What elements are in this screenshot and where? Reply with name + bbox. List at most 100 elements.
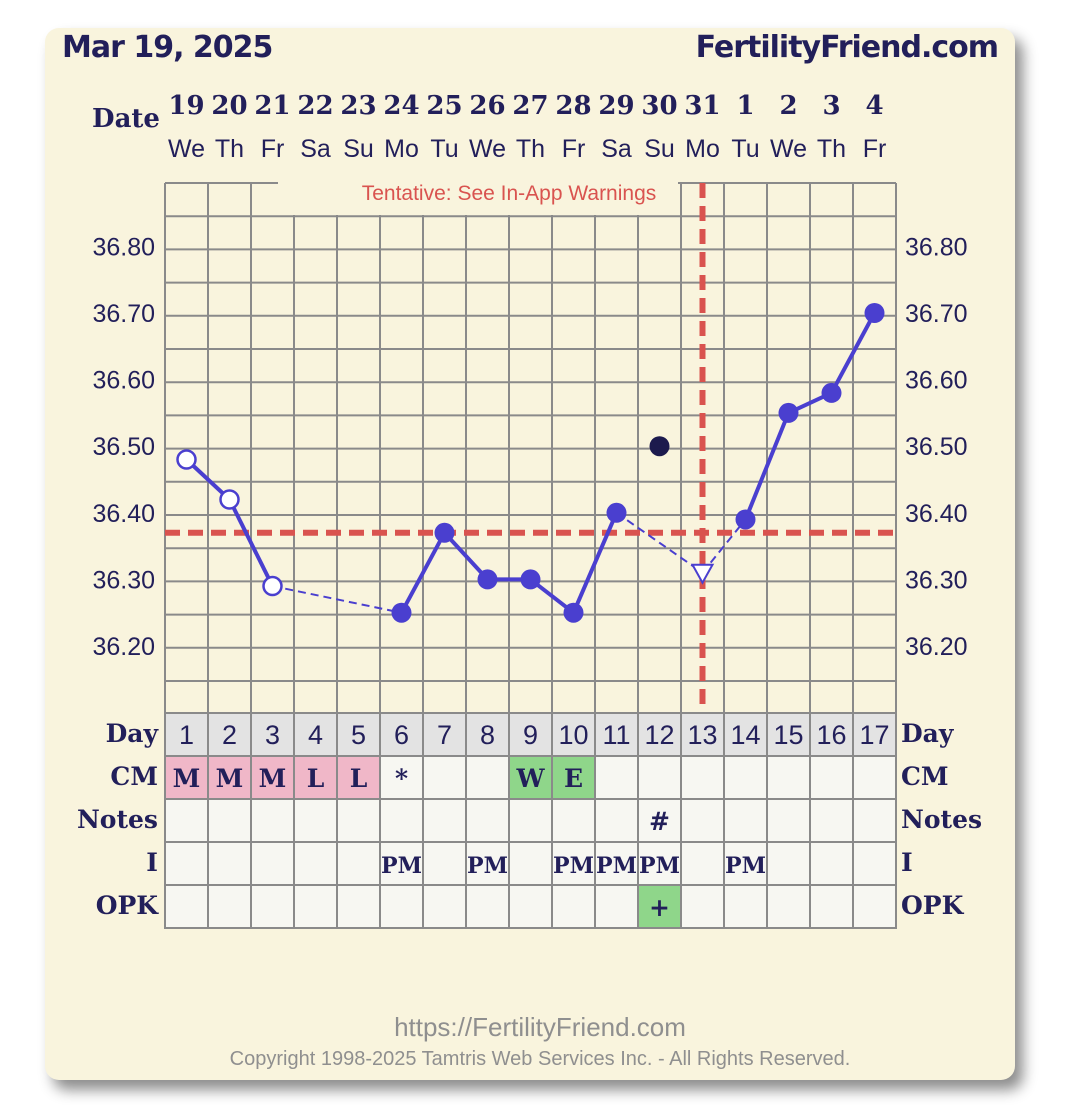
intercourse-cell <box>766 841 811 886</box>
cm-cell <box>809 755 854 800</box>
temp-point <box>778 402 799 423</box>
opk-cell <box>422 884 467 929</box>
date-label: 30 <box>641 91 677 121</box>
intercourse-cell <box>293 841 338 886</box>
day-value: 15 <box>773 720 803 750</box>
opk-cell <box>465 884 510 929</box>
cm-value: M <box>259 764 287 793</box>
footer-copyright: Copyright 1998-2025 Tamtris Web Services… <box>229 1048 851 1070</box>
temp-link <box>829 312 877 394</box>
date-label: 3 <box>822 91 840 121</box>
cm-cell <box>766 755 811 800</box>
weekday-label: Fr <box>562 135 586 163</box>
cm-cell <box>637 755 682 800</box>
weekday-label: Tu <box>731 135 759 163</box>
notes-cell <box>766 798 811 843</box>
date-label: 21 <box>254 91 290 121</box>
weekday-label: Th <box>516 135 545 163</box>
cm-cell <box>379 755 424 800</box>
day-cell <box>164 712 209 757</box>
day-value: 11 <box>602 720 630 750</box>
date-label: 1 <box>736 91 754 121</box>
weekday-label: Sa <box>300 135 331 163</box>
y-tick-label-right: 36.20 <box>905 633 968 661</box>
notes-cell <box>680 798 725 843</box>
weekday-label: Mo <box>384 135 419 163</box>
date-label: 24 <box>383 91 419 121</box>
y-tick-label-left: 36.30 <box>92 566 155 594</box>
date-label: 25 <box>426 91 462 121</box>
weekday-label: Tu <box>430 135 458 163</box>
temp-link <box>399 531 447 614</box>
day-cell <box>293 712 338 757</box>
opk-row-label-right: OPK <box>901 891 965 920</box>
day-value: 9 <box>523 720 538 750</box>
y-tick-label-right: 36.30 <box>905 566 968 594</box>
y-tick-label-right: 36.80 <box>905 233 968 261</box>
day-value: 1 <box>179 720 194 750</box>
weekday-label: Su <box>343 135 374 163</box>
temp-link <box>443 531 489 581</box>
temp-point <box>606 502 627 523</box>
site-name[interactable]: FertilityFriend.com <box>695 30 999 65</box>
day-value: 2 <box>222 720 237 750</box>
weekday-label: Fr <box>863 135 887 163</box>
weekday-label: Th <box>215 135 244 163</box>
intercourse-cell <box>250 841 295 886</box>
day-value: 17 <box>859 720 889 750</box>
y-tick-label-right: 36.60 <box>905 367 968 395</box>
day-value: 3 <box>265 720 280 750</box>
intercourse-cell <box>336 841 381 886</box>
date-label: 23 <box>340 91 376 121</box>
temp-link-dashed <box>615 511 704 574</box>
notes-cell <box>422 798 467 843</box>
notes-cell <box>164 798 209 843</box>
y-tick-label-left: 36.80 <box>92 233 155 261</box>
temp-point <box>520 569 541 590</box>
date-label: 27 <box>512 91 548 121</box>
date-label: 29 <box>598 91 634 121</box>
y-tick-label-right: 36.70 <box>905 300 968 328</box>
intercourse-cell <box>637 841 682 886</box>
date-label: 20 <box>211 91 247 121</box>
notes-cell <box>594 798 639 843</box>
intercourse-row-label-left: I <box>146 848 158 877</box>
opk-cell <box>379 884 424 929</box>
y-tick-label-left: 36.60 <box>92 367 155 395</box>
cm-value: E <box>564 764 583 793</box>
temp-link-dashed <box>701 518 747 574</box>
opk-cell <box>766 884 811 929</box>
opk-cell <box>723 884 768 929</box>
footer-url[interactable]: https://FertilityFriend.com <box>394 1012 686 1042</box>
intercourse-row-label-right: I <box>901 848 913 877</box>
intercourse-cell <box>422 841 467 886</box>
day-row-label-left: Day <box>106 719 160 748</box>
cm-value: W <box>515 764 545 793</box>
date-label: 2 <box>779 91 797 121</box>
temp-point <box>477 569 498 590</box>
intercourse-cell <box>164 841 209 886</box>
temp-point-open <box>262 575 283 597</box>
intercourse-cell <box>680 841 725 886</box>
temp-link <box>571 512 619 614</box>
temp-point-open <box>176 449 197 470</box>
temp-point-open <box>219 489 240 510</box>
y-tick-label-left: 36.40 <box>92 500 155 528</box>
intercourse-cell <box>852 841 897 886</box>
temp-point <box>864 303 885 323</box>
temp-point <box>821 382 842 403</box>
date-label: 19 <box>168 91 204 121</box>
date-label: 26 <box>469 91 505 121</box>
intercourse-cell <box>465 841 510 886</box>
notes-cell <box>465 798 510 843</box>
cm-cell <box>422 755 467 800</box>
temp-point-triangle <box>690 563 715 585</box>
day-value: 13 <box>687 720 717 750</box>
weekday-label: Fr <box>261 135 285 163</box>
notes-cell <box>250 798 295 843</box>
temp-point-discarded <box>649 436 670 457</box>
y-tick-label-right: 36.50 <box>905 433 968 461</box>
opk-cell <box>293 884 338 929</box>
weekday-label: Sa <box>601 135 632 163</box>
weekday-label: We <box>469 135 506 163</box>
